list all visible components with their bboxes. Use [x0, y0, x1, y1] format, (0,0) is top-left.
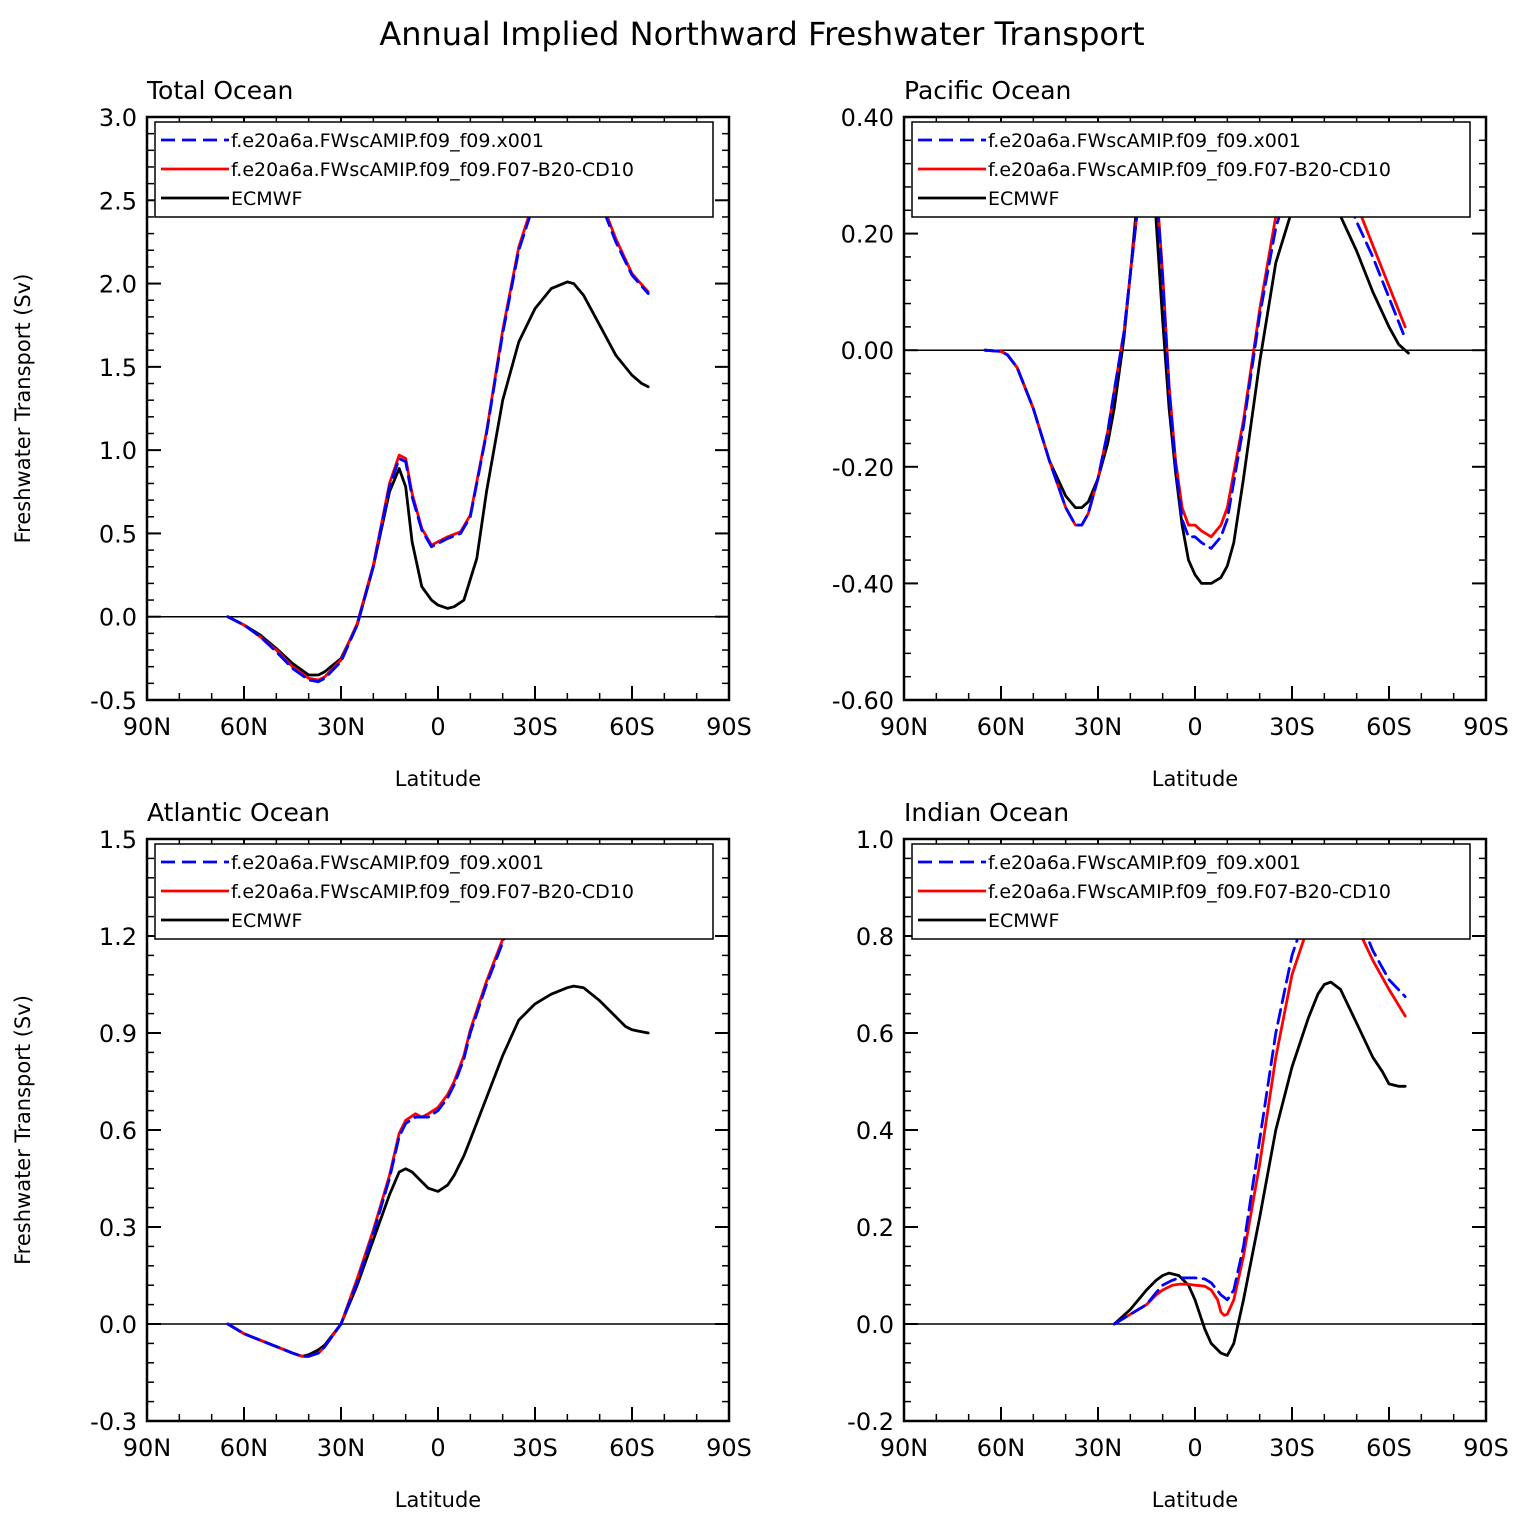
panel-title: Indian Ocean [904, 798, 1069, 827]
y-tick-label: 3.0 [99, 104, 137, 132]
y-tick-label: 2.0 [99, 271, 137, 299]
x-tick-label: 30S [512, 713, 558, 741]
legend-label-3: ECMWF [988, 188, 1059, 210]
x-tick-label: 30N [1074, 713, 1123, 741]
y-tick-label: -0.2 [847, 1408, 894, 1436]
x-tick-label: 0 [1187, 713, 1202, 741]
x-axis-label: Latitude [1152, 1488, 1238, 1512]
y-tick-label: 2.5 [99, 187, 137, 215]
legend-box [911, 121, 1471, 218]
x-tick-label: 60S [1366, 713, 1412, 741]
x-tick-label: 90N [880, 1434, 929, 1462]
legend-label-1: f.e20a6a.FWscAMIP.f09_f09.x001 [988, 852, 1301, 874]
legend: f.e20a6a.FWscAMIP.f09_f09.x001 f.e20a6a.F… [911, 121, 1471, 218]
legend-label-3: ECMWF [988, 910, 1059, 932]
series-line-2 [226, 158, 650, 682]
series-line-2 [1112, 881, 1407, 1326]
y-tick-label: -0.5 [90, 687, 137, 715]
legend: f.e20a6a.FWscAMIP.f09_f09.x001 f.e20a6a.F… [154, 843, 714, 940]
y-tick-label: 0.9 [99, 1020, 137, 1048]
y-tick-label: 0.8 [856, 923, 894, 951]
y-tick-label: 0.6 [99, 1117, 137, 1145]
y-axis-label: Freshwater Transport (Sv) [11, 995, 35, 1265]
x-axis-label: Latitude [395, 1488, 481, 1512]
legend: f.e20a6a.FWscAMIP.f09_f09.x001 f.e20a6a.F… [154, 121, 714, 218]
x-tick-label: 0 [430, 1434, 445, 1462]
x-tick-label: 30N [317, 1434, 366, 1462]
x-axis-label: Latitude [1152, 767, 1238, 791]
x-tick-label: 60S [609, 1434, 655, 1462]
y-tick-label: 0.6 [856, 1020, 894, 1048]
x-tick-label: 90S [706, 1434, 752, 1462]
x-tick-label: 90S [1463, 713, 1509, 741]
x-tick-label: 30N [1074, 1434, 1123, 1462]
x-tick-label: 30S [512, 1434, 558, 1462]
x-tick-label: 60N [977, 1434, 1026, 1462]
x-tick-label: 60N [977, 713, 1026, 741]
y-tick-label: 0.0 [99, 1311, 137, 1339]
x-tick-label: 90N [880, 713, 929, 741]
chart-panel-1: Total Ocean 90N 60N 30N 0 30S 60S 90S -0.5 0.0 0.5… [11, 76, 752, 791]
y-tick-label: 0.5 [99, 520, 137, 548]
legend-label-1: f.e20a6a.FWscAMIP.f09_f09.x001 [231, 130, 544, 152]
panels-container: Total Ocean 90N 60N 30N 0 30S 60S 90S -0.5 0.0 0.5… [11, 76, 1509, 1512]
series-line-3 [1112, 980, 1407, 1357]
x-tick-label: 30N [317, 713, 366, 741]
legend-box [154, 121, 714, 218]
y-tick-label: 1.0 [99, 437, 137, 465]
legend-label-2: f.e20a6a.FWscAMIP.f09_f09.F07-B20-CD10 [231, 159, 634, 181]
legend: f.e20a6a.FWscAMIP.f09_f09.x001 f.e20a6a.F… [911, 843, 1471, 940]
x-tick-label: 90N [123, 713, 172, 741]
legend-label-3: ECMWF [231, 910, 302, 932]
y-tick-label: 1.5 [99, 354, 137, 382]
series-line-3 [226, 984, 650, 1358]
chart-panel-2: Pacific Ocean 90N 60N 30N 0 30S 60S 90S -0.60 -0.… [832, 76, 1509, 791]
legend-label-2: f.e20a6a.FWscAMIP.f09_f09.F07-B20-CD10 [988, 159, 1391, 181]
y-tick-label: -0.60 [832, 687, 894, 715]
x-tick-label: 60N [220, 713, 269, 741]
y-tick-label: 0.4 [856, 1117, 894, 1145]
y-axis-label: Freshwater Transport (Sv) [11, 274, 35, 544]
chart-panel-4: Indian Ocean 90N 60N 30N 0 30S 60S 90S -0.2 0.0 0.… [847, 798, 1509, 1512]
y-tick-label: 0.2 [856, 1214, 894, 1242]
y-tick-label: 1.2 [99, 923, 137, 951]
y-tick-label: 1.5 [99, 826, 137, 854]
x-axis-label: Latitude [395, 767, 481, 791]
legend-box [154, 843, 714, 940]
x-tick-label: 0 [1187, 1434, 1202, 1462]
y-tick-label: 0.20 [841, 221, 894, 249]
x-tick-label: 90S [706, 713, 752, 741]
chart-panel-3: Atlantic Ocean 90N 60N 30N 0 30S 60S 90S -0.3 0.0… [11, 798, 752, 1512]
legend-label-2: f.e20a6a.FWscAMIP.f09_f09.F07-B20-CD10 [231, 881, 634, 903]
series-line-3 [226, 280, 650, 677]
y-tick-label: 0.00 [841, 337, 894, 365]
x-tick-label: 60S [1366, 1434, 1412, 1462]
panel-title: Pacific Ocean [904, 76, 1071, 105]
x-tick-label: 90N [123, 1434, 172, 1462]
panel-title: Atlantic Ocean [147, 798, 330, 827]
x-tick-label: 0 [430, 713, 445, 741]
y-tick-label: -0.3 [90, 1408, 137, 1436]
y-tick-label: 0.40 [841, 104, 894, 132]
x-tick-label: 30S [1269, 713, 1315, 741]
legend-label-1: f.e20a6a.FWscAMIP.f09_f09.x001 [231, 852, 544, 874]
y-tick-label: -0.20 [832, 454, 894, 482]
x-tick-label: 60S [609, 713, 655, 741]
y-tick-label: 0.0 [856, 1311, 894, 1339]
y-tick-label: 0.0 [99, 604, 137, 632]
legend-label-1: f.e20a6a.FWscAMIP.f09_f09.x001 [988, 130, 1301, 152]
x-tick-label: 60N [220, 1434, 269, 1462]
y-tick-label: 1.0 [856, 826, 894, 854]
figure-title: Annual Implied Northward Freshwater Tran… [379, 15, 1144, 53]
legend-box [911, 843, 1471, 940]
y-tick-label: -0.40 [832, 570, 894, 598]
y-tick-label: 0.3 [99, 1214, 137, 1242]
x-tick-label: 90S [1463, 1434, 1509, 1462]
x-tick-label: 30S [1269, 1434, 1315, 1462]
panel-title: Total Ocean [146, 76, 293, 105]
legend-label-3: ECMWF [231, 188, 302, 210]
legend-label-2: f.e20a6a.FWscAMIP.f09_f09.F07-B20-CD10 [988, 881, 1391, 903]
